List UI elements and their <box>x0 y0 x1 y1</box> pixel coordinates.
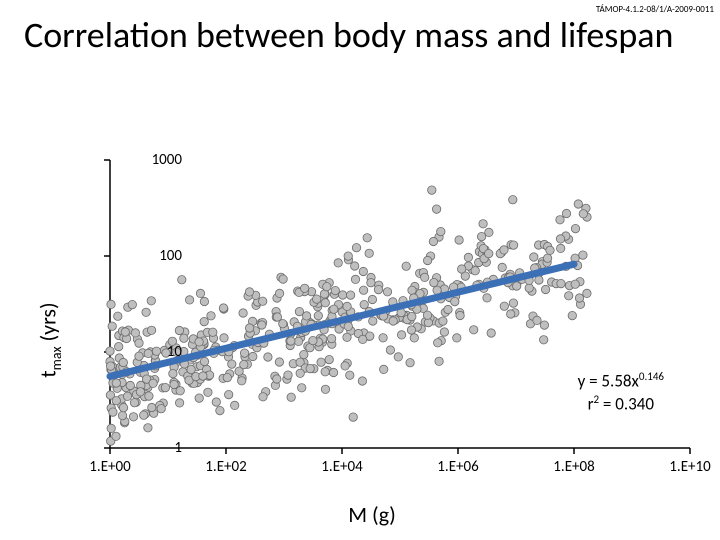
x-tick-label: 1.E+10 <box>669 458 710 476</box>
equation-line2: r2 = 0.340 <box>578 393 664 416</box>
slide: TÁMOP-4.1.2-08/1/A-2009-0011 Correlation… <box>0 0 720 540</box>
page-title: Correlation between body mass and lifesp… <box>24 16 696 56</box>
regression-equation: y = 5.58x0.146 r2 = 0.340 <box>578 370 664 416</box>
x-tick-label: 1.E+08 <box>553 458 594 476</box>
ylabel-sub: max <box>48 346 65 370</box>
y-tick-label: 1 <box>122 439 182 457</box>
ylabel-var: t <box>34 370 61 377</box>
ylabel-unit: (yrs) <box>34 302 61 346</box>
x-axis-label: M (g) <box>348 501 396 528</box>
x-tick-label: 1.E+06 <box>437 458 478 476</box>
x-tick-label: 1.E+02 <box>205 458 246 476</box>
y-tick-label: 1000 <box>122 151 182 169</box>
equation-line1: y = 5.58x0.146 <box>578 370 664 393</box>
y-tick-label: 10 <box>122 343 182 361</box>
x-ticks <box>110 448 690 454</box>
chart: tmax (yrs) 1101001000 1.E+001.E+021.E+04… <box>42 160 702 520</box>
x-tick-label: 1.E+00 <box>89 458 130 476</box>
y-axis-label: tmax (yrs) <box>34 302 64 377</box>
x-tick-label: 1.E+04 <box>321 458 362 476</box>
y-tick-label: 100 <box>122 247 182 265</box>
